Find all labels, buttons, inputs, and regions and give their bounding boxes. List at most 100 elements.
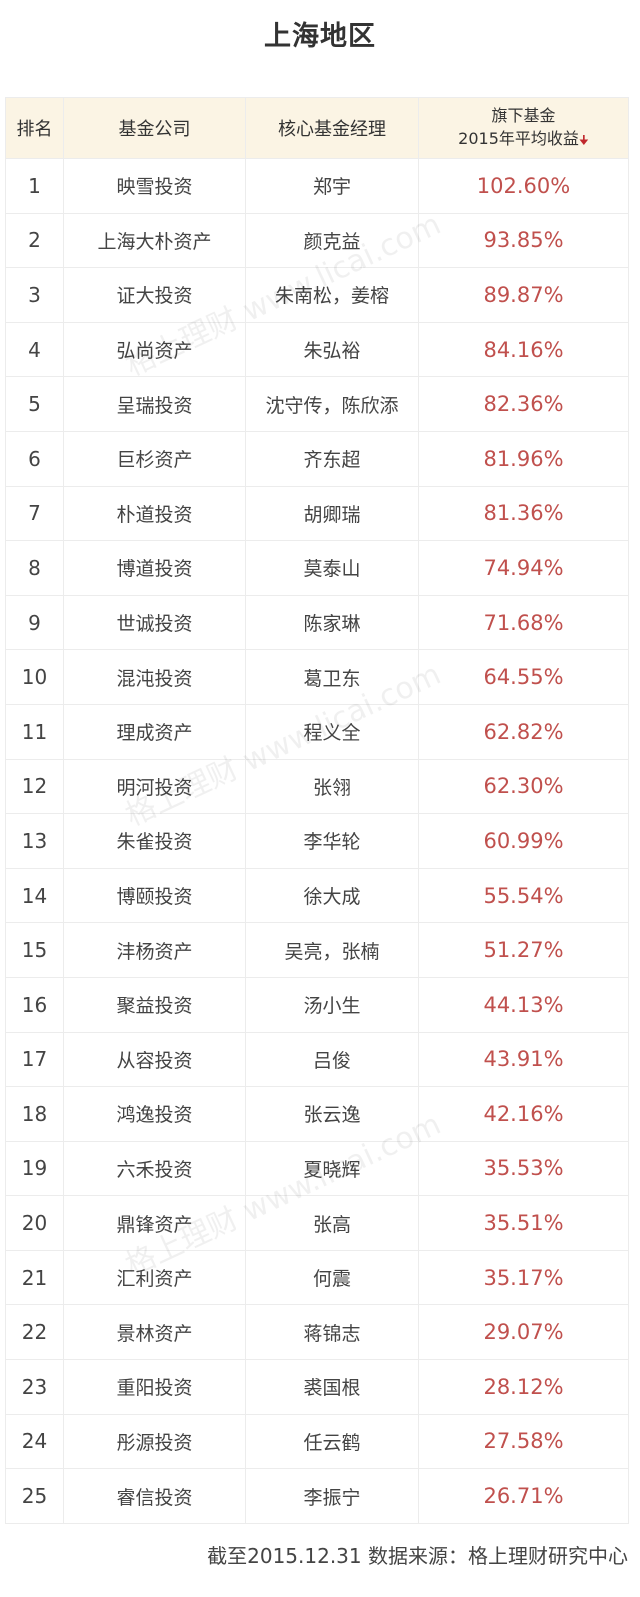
manager-cell: 颜克益: [245, 212, 419, 269]
table-row: 16 聚益投资 汤小生 44.13%: [5, 976, 629, 1033]
company-cell: 混沌投资: [63, 649, 246, 705]
return-cell: 55.54%: [418, 867, 629, 924]
table-row: 10 混沌投资 葛卫东 64.55%: [5, 649, 629, 705]
header-rank: 排名: [5, 97, 64, 159]
return-cell: 89.87%: [418, 267, 629, 323]
company-cell: 六禾投资: [63, 1140, 246, 1197]
manager-cell: 蒋锦志: [245, 1304, 419, 1361]
table-row: 14 博颐投资 徐大成 55.54%: [5, 867, 629, 924]
return-cell: 62.82%: [418, 703, 629, 760]
manager-cell: 朱弘裕: [245, 321, 419, 378]
table-row: 22 景林资产 蒋锦志 29.07%: [5, 1304, 629, 1361]
table-row: 8 博道投资 莫泰山 74.94%: [5, 540, 629, 596]
rank-cell: 9: [5, 594, 64, 651]
manager-cell: 吕俊: [245, 1031, 419, 1088]
arrow-down-icon: 🠋: [578, 133, 589, 147]
manager-cell: 张云逸: [245, 1086, 419, 1142]
table-row: 12 明河投资 张翎 62.30%: [5, 758, 629, 815]
table-row: 18 鸿逸投资 张云逸 42.16%: [5, 1086, 629, 1142]
header-manager: 核心基金经理: [245, 97, 419, 159]
header-company: 基金公司: [63, 97, 246, 159]
company-cell: 睿信投资: [63, 1468, 246, 1524]
rank-cell: 1: [5, 158, 64, 214]
return-cell: 51.27%: [418, 922, 629, 978]
table-row: 2 上海大朴资产 颜克益 93.85%: [5, 212, 629, 269]
table-row: 11 理成资产 程义全 62.82%: [5, 703, 629, 760]
manager-cell: 程义全: [245, 703, 419, 760]
table-row: 21 汇利资产 何震 35.17%: [5, 1249, 629, 1306]
return-cell: 29.07%: [418, 1304, 629, 1361]
rank-cell: 25: [5, 1468, 64, 1524]
company-cell: 聚益投资: [63, 976, 246, 1033]
company-cell: 鸿逸投资: [63, 1086, 246, 1142]
return-cell: 71.68%: [418, 594, 629, 651]
rank-cell: 2: [5, 212, 64, 269]
table-row: 3 证大投资 朱南松，姜榕 89.87%: [5, 267, 629, 323]
company-cell: 彤源投资: [63, 1413, 246, 1470]
return-cell: 102.60%: [418, 158, 629, 214]
page-title: 上海地区: [264, 21, 376, 52]
company-cell: 沣杨资产: [63, 922, 246, 978]
source-footer: 截至2015.12.31 数据来源：格上理财研究中心: [207, 1544, 628, 1568]
return-cell: 64.55%: [418, 649, 629, 705]
return-cell: 62.30%: [418, 758, 629, 815]
company-cell: 弘尚资产: [63, 321, 246, 378]
header-return[interactable]: 旗下基金 2015年平均收益🠋: [418, 97, 629, 159]
table-row: 17 从容投资 吕俊 43.91%: [5, 1031, 629, 1088]
rank-cell: 8: [5, 540, 64, 596]
rank-cell: 22: [5, 1304, 64, 1361]
rank-cell: 3: [5, 267, 64, 323]
manager-cell: 李振宁: [245, 1468, 419, 1524]
company-cell: 鼎锋资产: [63, 1195, 246, 1251]
rank-cell: 23: [5, 1359, 64, 1415]
table-row: 23 重阳投资 裘国根 28.12%: [5, 1359, 629, 1415]
rank-cell: 4: [5, 321, 64, 378]
company-cell: 朱雀投资: [63, 813, 246, 869]
return-cell: 28.12%: [418, 1359, 629, 1415]
table-row: 15 沣杨资产 吴亮，张楠 51.27%: [5, 922, 629, 978]
return-cell: 44.13%: [418, 976, 629, 1033]
manager-cell: 莫泰山: [245, 540, 419, 596]
company-cell: 博颐投资: [63, 867, 246, 924]
return-cell: 60.99%: [418, 813, 629, 869]
company-cell: 世诚投资: [63, 594, 246, 651]
manager-cell: 吴亮，张楠: [245, 922, 419, 978]
rank-cell: 18: [5, 1086, 64, 1142]
table-row: 25 睿信投资 李振宁 26.71%: [5, 1468, 629, 1524]
return-cell: 42.16%: [418, 1086, 629, 1142]
manager-cell: 胡卿瑞: [245, 485, 419, 542]
rank-cell: 15: [5, 922, 64, 978]
company-cell: 上海大朴资产: [63, 212, 246, 269]
manager-cell: 裘国根: [245, 1359, 419, 1415]
return-cell: 93.85%: [418, 212, 629, 269]
table-row: 1 映雪投资 郑宇 102.60%: [5, 158, 629, 214]
return-cell: 82.36%: [418, 376, 629, 432]
company-cell: 明河投资: [63, 758, 246, 815]
manager-cell: 齐东超: [245, 430, 419, 487]
return-cell: 81.96%: [418, 430, 629, 487]
rank-cell: 10: [5, 649, 64, 705]
header-return-line1: 旗下基金: [491, 106, 556, 125]
rank-cell: 16: [5, 976, 64, 1033]
manager-cell: 郑宇: [245, 158, 419, 214]
return-cell: 84.16%: [418, 321, 629, 378]
manager-cell: 徐大成: [245, 867, 419, 924]
table-row: 20 鼎锋资产 张高 35.51%: [5, 1195, 629, 1251]
manager-cell: 陈家琳: [245, 594, 419, 651]
company-cell: 重阳投资: [63, 1359, 246, 1415]
company-cell: 景林资产: [63, 1304, 246, 1361]
return-cell: 43.91%: [418, 1031, 629, 1088]
rank-cell: 6: [5, 430, 64, 487]
manager-cell: 何震: [245, 1249, 419, 1306]
table-row: 4 弘尚资产 朱弘裕 84.16%: [5, 321, 629, 378]
rank-cell: 19: [5, 1140, 64, 1197]
manager-cell: 朱南松，姜榕: [245, 267, 419, 323]
rank-cell: 21: [5, 1249, 64, 1306]
company-cell: 博道投资: [63, 540, 246, 596]
table-row: 19 六禾投资 夏晓辉 35.53%: [5, 1140, 629, 1197]
table-row: 24 彤源投资 任云鹤 27.58%: [5, 1413, 629, 1470]
table-header-row: 排名 基金公司 核心基金经理 旗下基金 2015年平均收益🠋: [5, 97, 629, 159]
return-cell: 74.94%: [418, 540, 629, 596]
manager-cell: 张高: [245, 1195, 419, 1251]
return-cell: 35.17%: [418, 1249, 629, 1306]
